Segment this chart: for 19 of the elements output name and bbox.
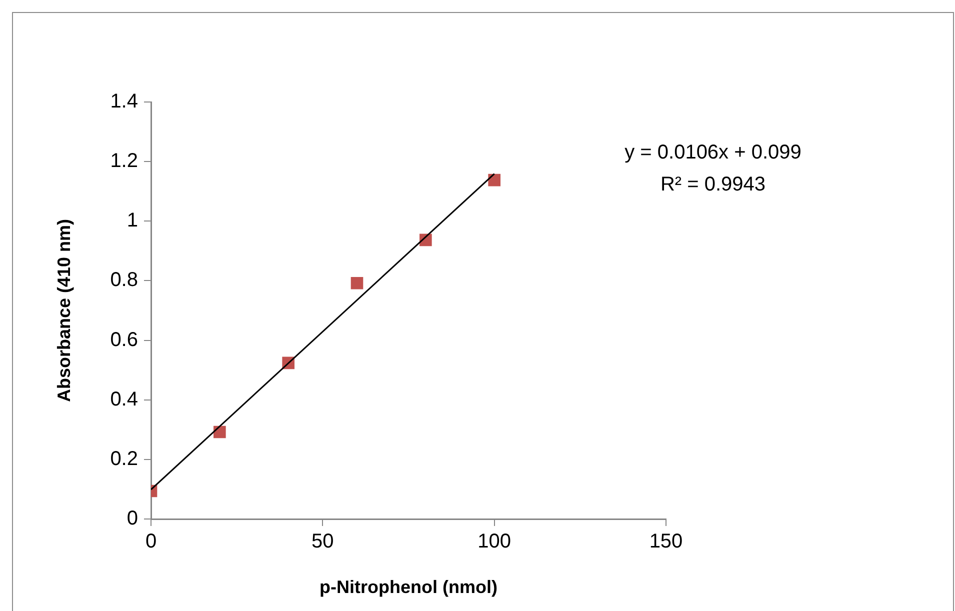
annotation: y = 0.0106x + 0.099 [624, 142, 802, 164]
y-tick-label: 0 [126, 508, 138, 530]
point [214, 426, 226, 438]
y-tick-label: 0.2 [110, 448, 138, 470]
y-tick-label: 1.2 [110, 150, 138, 172]
x-tick-label: 0 [145, 530, 157, 553]
y-tick-label: 0.6 [110, 328, 138, 351]
y-tick-label: 1 [126, 210, 138, 232]
y-axis-title: Absorbance (410 nm) [54, 218, 74, 402]
x-tick-label: 50 [312, 530, 334, 553]
y-tick-label: 1.4 [110, 90, 138, 113]
x-axis-title: p-Nitrophenol (nmol) [320, 577, 498, 598]
y-tick-label: 0.4 [110, 388, 138, 410]
y-tick-label: 0.8 [110, 269, 138, 292]
point [488, 174, 500, 186]
x-tick-label: 100 [478, 530, 512, 553]
x-tick-label: 150 [649, 530, 683, 553]
point [350, 276, 364, 290]
annotation: R² = 0.9943 [660, 174, 766, 196]
